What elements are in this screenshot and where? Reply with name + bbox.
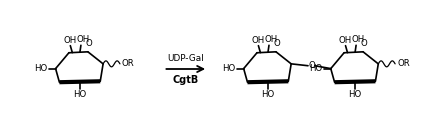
Text: HO: HO [73, 90, 87, 99]
Text: O: O [273, 39, 280, 48]
Text: CgtB: CgtB [173, 75, 199, 85]
Text: OH: OH [64, 36, 77, 45]
Text: HO: HO [35, 64, 48, 73]
Text: OH: OH [352, 35, 365, 44]
Text: HO: HO [261, 90, 275, 99]
Text: HO: HO [349, 90, 362, 99]
Text: OH: OH [76, 35, 89, 44]
Text: OH: OH [264, 35, 278, 44]
Text: O: O [308, 61, 315, 70]
Text: OH: OH [339, 36, 352, 45]
Text: HO: HO [222, 64, 236, 73]
Text: O: O [361, 39, 368, 48]
Text: OR: OR [397, 59, 410, 68]
Text: OH: OH [252, 36, 265, 45]
Text: UDP-Gal: UDP-Gal [168, 54, 204, 63]
Text: O: O [86, 39, 92, 48]
Text: OR: OR [122, 59, 135, 68]
Text: HO: HO [310, 64, 323, 73]
